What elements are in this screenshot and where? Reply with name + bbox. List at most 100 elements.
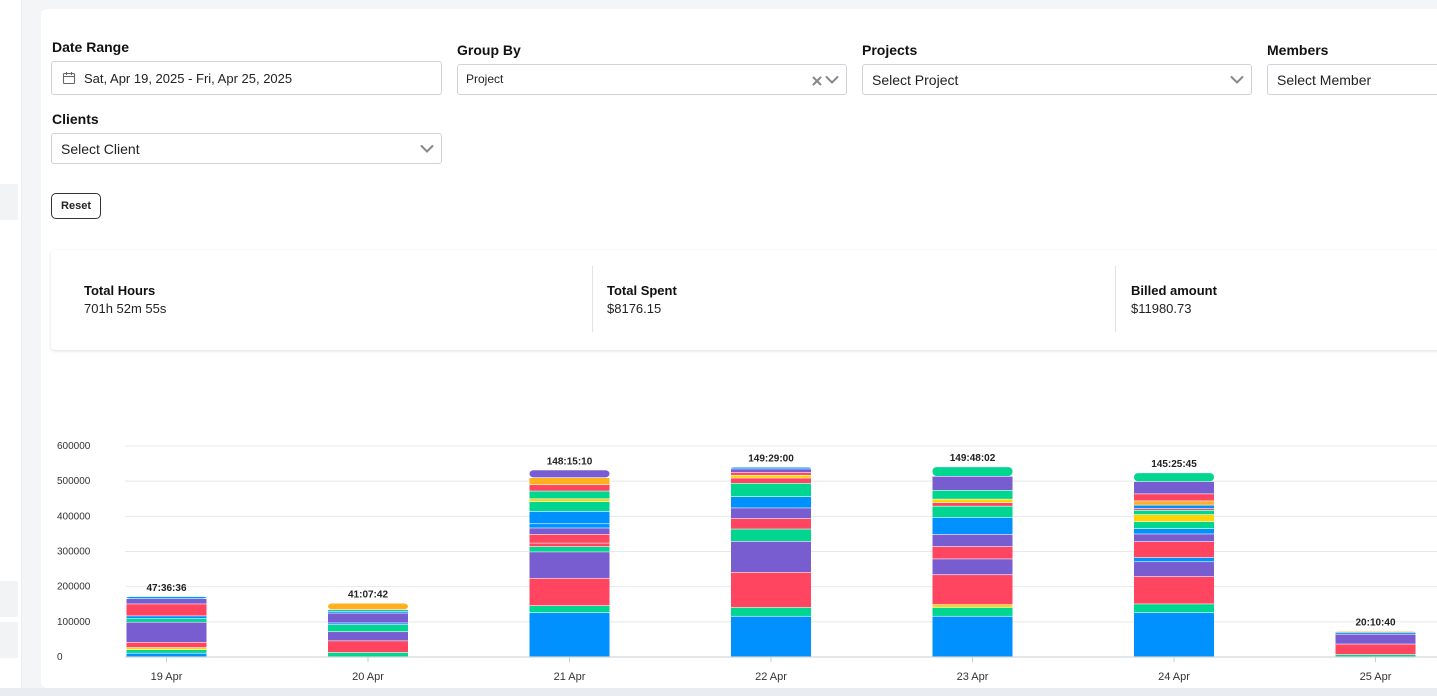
- bar-segment: [126, 619, 207, 622]
- bar-segment: [1134, 528, 1214, 534]
- bar-segment: [1134, 508, 1214, 511]
- bar-segment: [1134, 576, 1214, 604]
- bar-segment: [932, 534, 1013, 547]
- bar-segment: [1134, 510, 1214, 515]
- chevron-down-icon[interactable]: [419, 141, 435, 157]
- y-tick-label: 300000: [57, 547, 91, 558]
- y-tick-label: 100000: [57, 617, 91, 628]
- x-tick-label: 21 Apr: [554, 671, 586, 683]
- bar-segment: [932, 575, 1013, 605]
- hours-stacked-bar-chart: 0 100000 200000 300000 400000 500000 600000 47:…: [57, 441, 1437, 683]
- group-by-value: Project: [466, 72, 504, 86]
- members-label: Members: [1267, 42, 1329, 58]
- bar-total-label: 149:29:00: [748, 453, 794, 464]
- clients-select[interactable]: Select Client: [51, 133, 442, 164]
- bar-segment: [1335, 654, 1416, 657]
- bar-segment: [529, 606, 610, 613]
- bar-segment: [328, 609, 408, 612]
- members-select[interactable]: Select Member: [1267, 64, 1437, 95]
- total-spent-stat: Total Spent $8176.15: [593, 250, 1115, 350]
- bar-segment: [529, 511, 610, 524]
- bar-segment: [932, 490, 1013, 499]
- bar-segment: [1134, 613, 1214, 657]
- bar-segment: [328, 632, 408, 641]
- summary-panel: Total Hours 701h 52m 55s Total Spent $81…: [51, 250, 1437, 350]
- bar-segment: [932, 506, 1013, 518]
- projects-select[interactable]: Select Project: [862, 64, 1252, 95]
- bar-segment: [328, 641, 408, 653]
- total-spent-value: $8176.15: [607, 301, 662, 316]
- bottom-status-bar: [0, 688, 1437, 696]
- bar-segment: [1134, 473, 1214, 482]
- bar-segment: [731, 518, 811, 529]
- y-tick-label: 400000: [57, 511, 91, 522]
- sidebar-item[interactable]: [0, 622, 18, 658]
- bar-segment: [1335, 634, 1416, 644]
- bar-segment: [731, 472, 811, 475]
- bar-segment: [1134, 542, 1214, 558]
- bar-segment: [932, 607, 1013, 616]
- billed-amount-stat: Billed amount $11980.73: [1116, 250, 1437, 350]
- y-tick-label: 200000: [57, 582, 91, 593]
- bar-segment: [731, 469, 811, 473]
- bar-segment: [1134, 521, 1214, 529]
- date-range-label: Date Range: [52, 39, 130, 55]
- bar-segment: [529, 552, 610, 578]
- bar-segment: [1134, 494, 1214, 501]
- bar-segment: [731, 607, 811, 616]
- bar-segment: [529, 543, 610, 547]
- bar-segment: [731, 478, 811, 484]
- billed-amount-value: $11980.73: [1131, 301, 1192, 316]
- chevron-down-icon[interactable]: [824, 72, 840, 88]
- y-tick-label: 600000: [57, 441, 91, 452]
- sidebar-item[interactable]: [0, 184, 18, 220]
- total-hours-value: 701h 52m 55s: [84, 301, 167, 316]
- bar-segment: [529, 578, 610, 606]
- chevron-down-icon[interactable]: [1229, 72, 1245, 88]
- bar-segment: [1134, 557, 1214, 562]
- bar-segment: [932, 604, 1013, 608]
- bar-segment: [529, 524, 610, 528]
- bar-segment: [328, 652, 408, 657]
- bar-segment: [1134, 505, 1214, 509]
- bar-segment: [731, 541, 811, 572]
- bar-segment: [1335, 631, 1416, 633]
- bar-segment: [126, 604, 207, 616]
- bar-segment: [1335, 632, 1416, 634]
- date-range-value: Sat, Apr 19, 2025 - Fri, Apr 25, 2025: [84, 71, 293, 86]
- clear-icon[interactable]: [811, 74, 823, 86]
- bar-segment: [731, 508, 811, 519]
- bar-segment: [328, 624, 408, 632]
- divider: [592, 266, 593, 332]
- bar-segment: [529, 528, 610, 535]
- bar-segment: [731, 496, 811, 508]
- group-by-select[interactable]: Project: [457, 64, 847, 95]
- bar-segment: [932, 502, 1013, 506]
- billed-amount-title: Billed amount: [1131, 283, 1217, 298]
- x-tick-label: 24 Apr: [1158, 671, 1190, 683]
- bar-segment: [328, 623, 408, 625]
- bar-segment: [529, 491, 610, 499]
- bar-total-label: 148:15:10: [547, 456, 593, 467]
- sidebar-item[interactable]: [0, 581, 18, 617]
- x-tick-label: 20 Apr: [352, 671, 384, 683]
- bar-segment: [529, 501, 610, 512]
- calendar-icon: [62, 71, 76, 85]
- bar-total-label: 149:48:02: [950, 453, 996, 464]
- clients-placeholder: Select Client: [61, 141, 140, 157]
- reset-button[interactable]: Reset: [51, 193, 101, 219]
- divider: [1115, 266, 1116, 332]
- y-tick-label: 0: [57, 652, 63, 663]
- bar-segment: [126, 647, 207, 650]
- bar-segment: [529, 499, 610, 502]
- bar-total-label: 47:36:36: [146, 583, 186, 594]
- total-hours-title: Total Hours: [84, 283, 156, 298]
- total-spent-title: Total Spent: [607, 283, 677, 298]
- bar-segment: [529, 613, 610, 657]
- projects-label: Projects: [862, 42, 918, 58]
- bar-segment: [932, 616, 1013, 657]
- bar-total-label: 145:25:45: [1151, 459, 1197, 470]
- date-range-picker[interactable]: Sat, Apr 19, 2025 - Fri, Apr 25, 2025: [51, 61, 442, 95]
- bar-segment: [932, 499, 1013, 503]
- x-tick-label: 23 Apr: [957, 671, 989, 683]
